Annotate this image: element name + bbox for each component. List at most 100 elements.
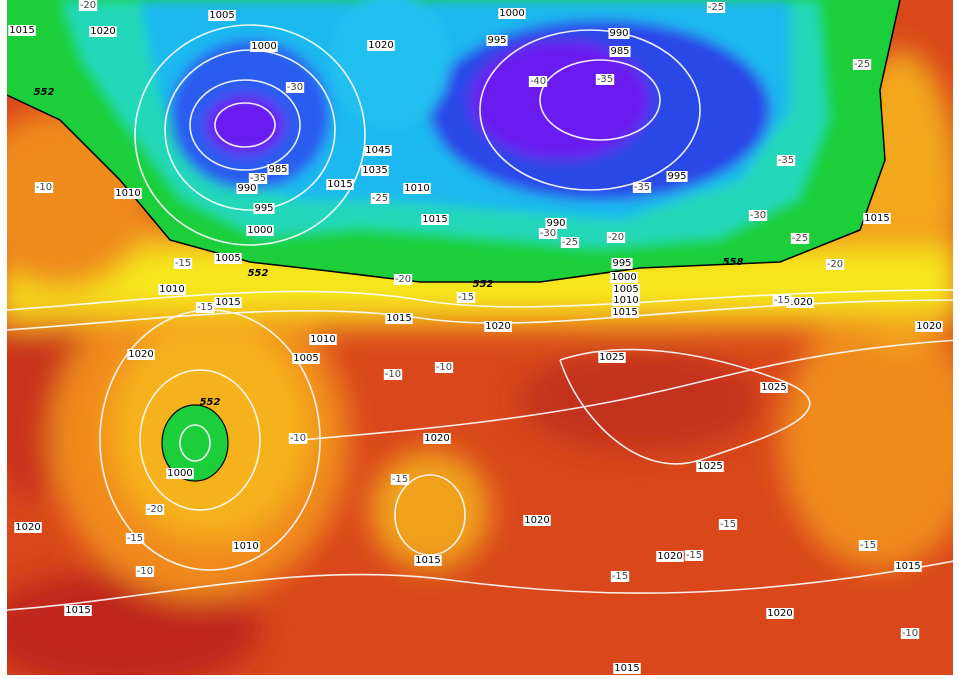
label-background bbox=[608, 28, 630, 39]
label-background bbox=[760, 382, 788, 393]
pressure-label: 1020 bbox=[657, 551, 682, 562]
label-background bbox=[612, 284, 640, 295]
label-background bbox=[456, 292, 476, 303]
pressure-label: 1000 bbox=[499, 8, 524, 19]
pressure-label: 1035 bbox=[362, 165, 387, 176]
pressure-label: 1015 bbox=[422, 214, 447, 225]
pressure-label: 1010 bbox=[310, 334, 335, 345]
label-background bbox=[696, 461, 724, 472]
temperature-label: -20 bbox=[827, 259, 843, 270]
height-label: 552 bbox=[200, 397, 221, 408]
pressure-label: 1010 bbox=[404, 183, 429, 194]
label-background bbox=[613, 663, 641, 674]
label-background bbox=[385, 313, 413, 324]
temperature-label: -40 bbox=[530, 76, 546, 87]
label-background bbox=[364, 145, 392, 156]
label-background bbox=[611, 307, 639, 318]
label-background bbox=[414, 555, 442, 566]
label-background bbox=[786, 297, 814, 308]
label-background bbox=[135, 566, 155, 577]
pressure-label: 1005 bbox=[209, 10, 234, 21]
temperature-label: -25 bbox=[372, 193, 388, 204]
label-background bbox=[250, 41, 278, 52]
height-label: 552 bbox=[473, 279, 494, 290]
label-background bbox=[288, 433, 308, 444]
label-background bbox=[609, 46, 631, 57]
label-background bbox=[232, 541, 260, 552]
label-background bbox=[390, 474, 410, 485]
label-background bbox=[656, 551, 684, 562]
label-background bbox=[772, 295, 792, 306]
label-background bbox=[236, 183, 258, 194]
temperature-label: -35 bbox=[778, 155, 794, 166]
label-background bbox=[486, 35, 508, 46]
label-background bbox=[78, 0, 98, 11]
label-background bbox=[632, 182, 652, 193]
label-background bbox=[666, 171, 688, 182]
label-background bbox=[718, 519, 738, 530]
temperature-label: -35 bbox=[634, 182, 650, 193]
pressure-label: 990 bbox=[609, 28, 628, 39]
pressure-label: 1020 bbox=[128, 349, 153, 360]
label-background bbox=[684, 550, 704, 561]
temperature-label: -15 bbox=[127, 533, 143, 544]
temperature-label: -10 bbox=[36, 182, 52, 193]
temperature-label: -20 bbox=[80, 0, 96, 11]
label-background bbox=[610, 272, 638, 283]
temperature-label: -30 bbox=[750, 210, 766, 221]
temperature-label: -15 bbox=[392, 474, 408, 485]
label-background bbox=[127, 349, 155, 360]
label-background bbox=[706, 2, 726, 13]
label-background bbox=[766, 608, 794, 619]
pressure-label: 1020 bbox=[916, 321, 941, 332]
pressure-label: 1020 bbox=[767, 608, 792, 619]
pressure-label: 1005 bbox=[293, 353, 318, 364]
label-background bbox=[208, 10, 236, 21]
label-background bbox=[309, 334, 337, 345]
label-background bbox=[285, 82, 305, 93]
label-background bbox=[894, 561, 922, 572]
temperature-label: -10 bbox=[902, 628, 918, 639]
height-label: 552 bbox=[248, 268, 269, 279]
pressure-label: 1015 bbox=[895, 561, 920, 572]
label-background bbox=[14, 522, 42, 533]
temperature-label: -15 bbox=[720, 519, 736, 530]
label-background bbox=[166, 468, 194, 479]
label-background bbox=[900, 628, 920, 639]
isobars bbox=[6, 24, 959, 611]
pressure-label: 985 bbox=[610, 46, 629, 57]
temperature-label: -35 bbox=[250, 173, 266, 184]
label-background bbox=[748, 210, 768, 221]
pressure-label: 990 bbox=[237, 183, 256, 194]
pressure-label: 1015 bbox=[327, 179, 352, 190]
temperature-label: -15 bbox=[686, 550, 702, 561]
label-background bbox=[915, 321, 943, 332]
temperature-label: -35 bbox=[597, 74, 613, 85]
label-background bbox=[498, 8, 526, 19]
temperature-label: -30 bbox=[540, 228, 556, 239]
pressure-label: 990 bbox=[546, 218, 565, 229]
label-background bbox=[383, 369, 403, 380]
label-background bbox=[246, 225, 274, 236]
temperature-label: -25 bbox=[792, 233, 808, 244]
label-background bbox=[145, 504, 165, 515]
pressure-label: 1015 bbox=[9, 25, 34, 36]
pressure-label: 1020 bbox=[787, 297, 812, 308]
label-background bbox=[64, 605, 92, 616]
label-background bbox=[484, 321, 512, 332]
temperature-label: -25 bbox=[708, 2, 724, 13]
pressure-label: 1025 bbox=[697, 461, 722, 472]
temperature-label: -15 bbox=[860, 540, 876, 551]
label-background bbox=[560, 237, 580, 248]
label-background bbox=[214, 297, 242, 308]
temperature-label: -20 bbox=[147, 504, 163, 515]
label-background bbox=[598, 352, 626, 363]
pressure-label: 1025 bbox=[761, 382, 786, 393]
label-background bbox=[528, 76, 548, 87]
pressure-label: 1010 bbox=[233, 541, 258, 552]
temperature-label: -30 bbox=[287, 82, 303, 93]
temperature-label: -25 bbox=[854, 59, 870, 70]
label-background bbox=[114, 188, 142, 199]
